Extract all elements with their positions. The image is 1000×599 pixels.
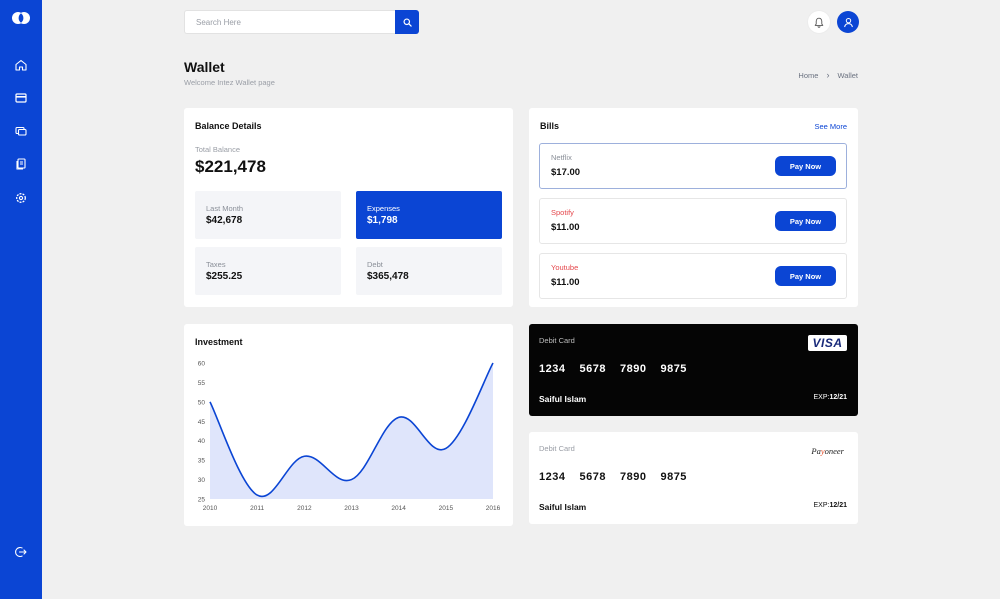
stat-value: $42,678 [206,215,243,226]
chart-line [209,362,494,498]
card-type-label: Debit Card [539,444,575,453]
card-number-group: 5678 [579,471,606,483]
stat-label: Taxes [206,260,226,269]
user-avatar[interactable] [837,11,859,33]
user-icon [843,17,853,27]
investment-title: Investment [195,337,243,347]
expiry-value: 12/21 [829,502,847,509]
expiry-label: EXP: [813,502,830,509]
x-tick-label: 2012 [297,505,312,512]
card-holder-name: Saiful Islam [539,394,587,404]
bill-name: Netflix [551,153,572,162]
pay-now-button[interactable]: Pay Now [775,266,836,286]
bill-item-youtube[interactable]: Youtube $11.00 Pay Now [539,253,847,299]
total-balance-label: Total Balance [195,145,241,154]
x-tick-label: 2015 [439,505,454,512]
stat-label: Debt [367,260,383,269]
search-button[interactable] [395,10,419,34]
y-tick-label: 35 [198,458,206,465]
page-title: Wallet [184,59,225,75]
card-number-group: 5678 [579,363,606,375]
x-tick-label: 2014 [391,505,406,512]
card-holder-name: Saiful Islam [539,502,587,512]
documents-icon[interactable] [14,157,28,171]
bill-item-netflix[interactable]: Netflix $17.00 Pay Now [539,143,847,189]
search-bar [184,10,419,34]
settings-icon[interactable] [14,191,28,205]
stat-expenses[interactable]: Expenses $1,798 [356,191,502,239]
bill-amount: $11.00 [551,277,580,288]
search-input[interactable] [184,10,396,34]
stat-debt[interactable]: Debt $365,478 [356,247,502,295]
y-tick-label: 50 [198,399,206,406]
y-tick-label: 25 [198,497,206,504]
page-subtitle: Welcome Intez Wallet page [184,78,275,87]
expiry-value: 12/21 [829,394,847,401]
bills-card: Bills See More Netflix $17.00 Pay Now Sp… [529,108,858,307]
y-tick-label: 30 [198,477,206,484]
breadcrumb-wallet: Wallet [837,70,858,80]
stat-taxes[interactable]: Taxes $255.25 [195,247,341,295]
card-expiry: EXP:12/21 [814,502,847,509]
sidebar [0,0,42,599]
wallet-icon[interactable] [14,91,28,105]
card-number-group: 1234 [539,363,566,375]
investment-chart: 25 30 35 40 45 50 55 60 2010 2011 2012 2013 2014 201… [198,361,501,513]
bills-title: Bills [540,121,560,131]
x-tick-label: 2011 [250,505,264,512]
y-tick-label: 60 [198,361,206,368]
payoneer-logo-icon: Payoneer [811,446,844,456]
chevron-right-icon: › [826,70,830,80]
expiry-label: EXP: [813,394,830,401]
bill-amount: $11.00 [551,222,580,233]
card-number-group: 7890 [619,363,647,375]
y-tick-label: 55 [198,380,206,387]
x-tick-label: 2010 [203,505,218,512]
stat-value: $255.25 [206,271,243,282]
card-number: 1234 5678 7890 9875 [539,471,687,483]
bill-name: Youtube [551,263,579,272]
y-tick-label: 45 [198,419,206,426]
card-expiry: EXP:12/21 [814,394,847,401]
debit-card-payoneer[interactable]: Debit Card Payoneer 1234 5678 7890 9875 … [529,432,858,524]
x-tick-label: 2013 [344,505,359,512]
home-icon[interactable] [14,58,28,72]
card-number-group: 7890 [619,471,647,483]
visa-logo-icon: VISA [808,335,847,351]
cards-icon[interactable] [14,124,28,138]
notifications-button[interactable] [808,11,830,33]
x-tick-label: 2016 [486,505,501,512]
card-number-group: 9875 [660,471,687,483]
pay-now-button[interactable]: Pay Now [775,156,836,176]
total-balance-value: $221,478 [195,157,266,176]
logout-icon[interactable] [14,545,28,559]
bill-amount: $17.00 [551,167,581,178]
bell-icon [814,17,824,28]
stat-label: Expenses [367,204,400,213]
stat-value: $1,798 [367,215,398,226]
stat-last-month[interactable]: Last Month $42,678 [195,191,341,239]
stat-value: $365,478 [367,271,409,282]
balance-title: Balance Details [195,121,262,131]
bill-item-spotify[interactable]: Spotify $11.00 Pay Now [539,198,847,244]
stat-label: Last Month [206,204,244,213]
debit-card-visa[interactable]: Debit Card VISA 1234 5678 7890 9875 Saif… [529,324,858,416]
bill-name: Spotify [551,208,574,217]
card-number-group: 9875 [660,363,687,375]
breadcrumb-home[interactable]: Home [798,70,819,80]
chart-area [210,363,493,499]
card-number: 1234 5678 7890 9875 [539,363,687,375]
breadcrumb: Home › Wallet [798,70,858,80]
app-logo-icon[interactable] [12,11,30,25]
pay-now-button[interactable]: Pay Now [775,211,836,231]
investment-card: Investment 25 30 35 40 45 50 55 60 2010 2011 2012… [184,324,513,526]
see-more-link[interactable]: See More [814,122,847,131]
y-tick-label: 40 [198,438,206,445]
card-number-group: 1234 [539,471,566,483]
search-icon [402,17,412,27]
card-type-label: Debit Card [539,336,575,345]
balance-details-card: Balance Details Total Balance $221,478 L… [184,108,513,307]
